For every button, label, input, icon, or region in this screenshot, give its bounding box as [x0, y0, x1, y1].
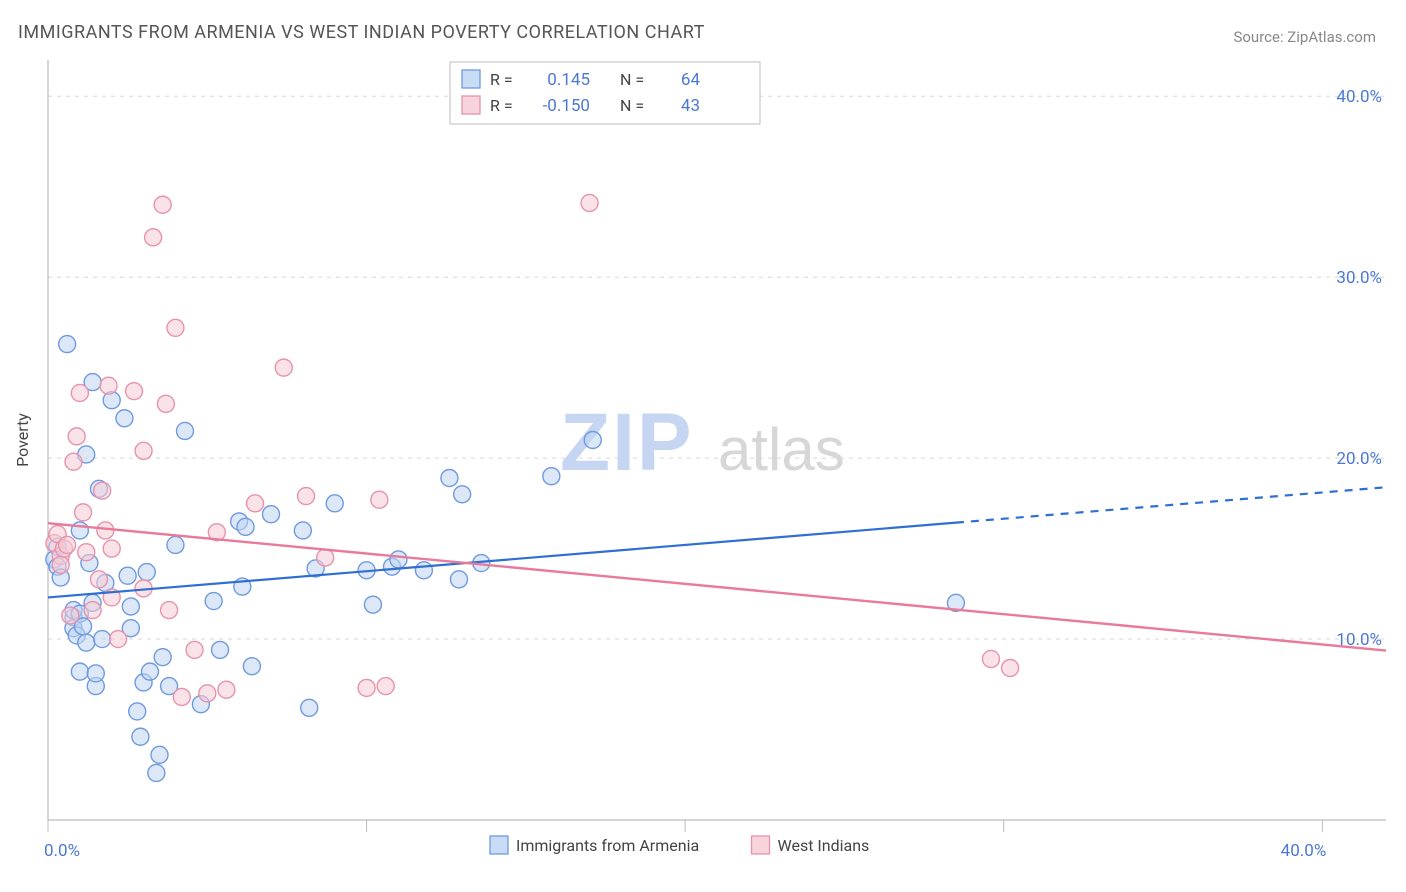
- data-point: [317, 549, 334, 566]
- legend-swatch: [490, 836, 508, 854]
- data-point: [167, 319, 184, 336]
- data-point: [1002, 660, 1019, 677]
- data-point: [982, 650, 999, 667]
- data-point: [97, 522, 114, 539]
- data-point: [154, 649, 171, 666]
- data-point: [377, 678, 394, 695]
- watermark: ZIP atlas: [560, 397, 845, 488]
- data-point: [110, 631, 127, 648]
- chart-svg: 10.0%20.0%30.0%40.0%0.0%40.0%ZIPatlasPov…: [0, 0, 1406, 892]
- data-point: [199, 685, 216, 702]
- data-point: [122, 598, 139, 615]
- legend-n-label: N =: [620, 96, 644, 115]
- legend-r-label: R =: [490, 96, 513, 115]
- data-point: [71, 384, 88, 401]
- data-point: [65, 453, 82, 470]
- legend-swatch: [752, 836, 770, 854]
- data-point: [415, 562, 432, 579]
- data-point: [145, 229, 162, 246]
- legend-r-label: R =: [490, 70, 513, 89]
- data-point: [135, 442, 152, 459]
- data-point: [263, 506, 280, 523]
- data-point: [218, 681, 235, 698]
- data-point: [161, 602, 178, 619]
- y-tick-label: 40.0%: [1336, 87, 1382, 107]
- data-point: [62, 607, 79, 624]
- data-point: [176, 422, 193, 439]
- legend-r-value: 0.145: [547, 70, 590, 90]
- data-point: [90, 571, 107, 588]
- data-point: [294, 522, 311, 539]
- data-point: [71, 663, 88, 680]
- data-point: [87, 665, 104, 682]
- trend-line-armenia-dashed: [956, 487, 1386, 522]
- data-point: [543, 468, 560, 485]
- legend-swatch: [462, 96, 480, 114]
- svg-text:ZIP: ZIP: [560, 397, 694, 488]
- scatter-series-westindian: [46, 194, 1019, 705]
- data-point: [154, 196, 171, 213]
- data-point: [205, 593, 222, 610]
- data-point: [167, 536, 184, 553]
- data-point: [94, 631, 111, 648]
- data-point: [237, 518, 254, 535]
- data-point: [132, 728, 149, 745]
- data-point: [141, 663, 158, 680]
- data-point: [581, 194, 598, 211]
- legend-n-value: 64: [681, 70, 701, 90]
- data-point: [441, 470, 458, 487]
- data-point: [119, 567, 136, 584]
- legend-series-label: Immigrants from Armenia: [516, 836, 699, 855]
- legend-n-label: N =: [620, 70, 644, 89]
- legend-series-label: West Indians: [778, 836, 870, 855]
- data-point: [358, 679, 375, 696]
- data-point: [68, 428, 85, 445]
- data-point: [173, 688, 190, 705]
- data-point: [59, 336, 76, 353]
- y-tick-label: 20.0%: [1336, 449, 1382, 469]
- svg-text:atlas: atlas: [718, 416, 845, 483]
- data-point: [103, 540, 120, 557]
- source-label: Source: ZipAtlas.com: [1233, 28, 1376, 46]
- chart-title: IMMIGRANTS FROM ARMENIA VS WEST INDIAN P…: [18, 22, 705, 43]
- legend-r-value: -0.150: [543, 96, 590, 116]
- data-point: [247, 495, 264, 512]
- data-point: [301, 699, 318, 716]
- data-point: [326, 495, 343, 512]
- data-point: [364, 596, 381, 613]
- data-point: [116, 410, 133, 427]
- data-point: [78, 544, 95, 561]
- y-tick-label: 30.0%: [1336, 268, 1382, 288]
- data-point: [84, 602, 101, 619]
- data-point: [59, 536, 76, 553]
- data-point: [52, 556, 69, 573]
- data-point: [275, 359, 292, 376]
- data-point: [148, 764, 165, 781]
- data-point: [390, 551, 407, 568]
- data-point: [94, 482, 111, 499]
- data-point: [157, 395, 174, 412]
- data-point: [371, 491, 388, 508]
- data-point: [450, 571, 467, 588]
- data-point: [454, 486, 471, 503]
- data-point: [584, 432, 601, 449]
- data-point: [75, 504, 92, 521]
- data-point: [186, 641, 203, 658]
- x-tick-label: 0.0%: [44, 841, 80, 861]
- x-tick-label: 40.0%: [1281, 841, 1327, 861]
- data-point: [151, 746, 168, 763]
- data-point: [212, 641, 229, 658]
- data-point: [126, 383, 143, 400]
- legend-swatch: [462, 70, 480, 88]
- scatter-series-armenia: [46, 336, 965, 782]
- data-point: [298, 488, 315, 505]
- data-point: [78, 634, 95, 651]
- legend-n-value: 43: [681, 96, 700, 116]
- data-point: [129, 703, 146, 720]
- data-point: [138, 564, 155, 581]
- data-point: [100, 377, 117, 394]
- trend-line-armenia: [48, 523, 956, 598]
- data-point: [243, 658, 260, 675]
- y-axis-title: Poverty: [13, 413, 32, 467]
